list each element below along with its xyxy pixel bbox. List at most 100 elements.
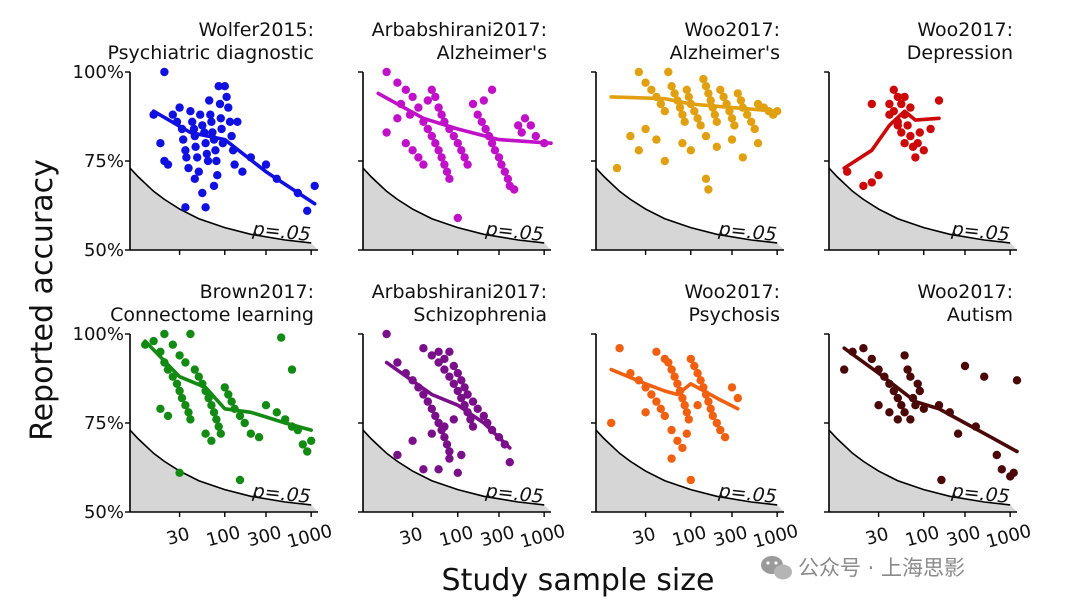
data-point (184, 408, 193, 417)
data-point (641, 408, 650, 417)
panel-title-line1: Arbabshirani2017: (372, 19, 547, 41)
data-point (753, 139, 763, 148)
data-point (216, 114, 225, 123)
data-point (719, 92, 728, 102)
data-point (684, 92, 693, 102)
data-point (693, 114, 702, 123)
data-point (612, 163, 622, 173)
y-tick-label: 100% (73, 324, 124, 345)
data-point (434, 465, 443, 474)
data-point (453, 468, 462, 477)
y-tick-label: 50% (84, 502, 124, 523)
data-point (215, 99, 225, 109)
data-point (626, 131, 635, 141)
data-point (678, 393, 687, 403)
data-point (716, 85, 725, 95)
data-point (733, 89, 742, 98)
data-point (214, 82, 223, 91)
data-point (445, 174, 454, 183)
data-point (487, 139, 497, 148)
data-point (919, 404, 928, 413)
data-point (177, 393, 187, 403)
data-point (919, 146, 928, 155)
data-point (205, 96, 214, 105)
data-point (230, 160, 239, 169)
x-tick-label: 100 (204, 522, 243, 551)
data-point (442, 167, 452, 176)
data-point (408, 436, 417, 445)
trend-line (143, 339, 313, 432)
data-point (163, 160, 173, 169)
data-point (706, 404, 715, 413)
data-point (207, 117, 216, 127)
data-point (667, 82, 676, 91)
data-point (227, 397, 236, 406)
data-point (401, 139, 410, 148)
data-point (427, 131, 436, 141)
data-point (926, 124, 935, 134)
data-point (196, 110, 205, 119)
data-point (656, 99, 665, 109)
data-point (656, 404, 665, 413)
data-point (712, 142, 721, 151)
data-point (303, 447, 312, 456)
data-point (514, 121, 523, 130)
data-point (911, 153, 920, 162)
data-point (893, 121, 902, 130)
data-point (867, 178, 876, 187)
data-point (224, 390, 233, 399)
data-point (693, 401, 702, 410)
data-point (900, 408, 909, 417)
data-point (445, 454, 454, 463)
data-point (457, 146, 466, 155)
data-point (503, 174, 513, 183)
data-point (233, 117, 242, 127)
data-point (168, 110, 177, 119)
data-point (889, 386, 898, 396)
data-point (874, 171, 883, 180)
data-point (440, 354, 449, 364)
y-axis-label: Reported accuracy (25, 159, 60, 441)
data-point (690, 361, 699, 371)
panel-6: 30 100 300 1000p=.05Arbabshirani2017:Schizo… (358, 281, 568, 553)
data-point (874, 401, 883, 410)
data-point (168, 372, 177, 381)
data-point (1009, 468, 1018, 477)
data-point (201, 139, 210, 148)
data-point (641, 78, 650, 87)
data-point (186, 415, 195, 424)
data-point (494, 153, 504, 162)
data-point (217, 124, 226, 134)
data-point (419, 390, 428, 399)
data-point (720, 433, 730, 442)
data-point (686, 146, 695, 155)
trend-line (842, 346, 1019, 454)
data-point (743, 110, 752, 119)
data-point (182, 153, 191, 162)
data-point (712, 418, 721, 428)
data-point (678, 110, 687, 119)
panel-title-line2: Psychiatric diagnostic (108, 42, 315, 64)
watermark-text: 公众号 · 上海思影 (798, 556, 965, 580)
data-point (481, 124, 490, 134)
data-point (423, 124, 432, 134)
data-point (953, 429, 963, 438)
data-point (156, 139, 165, 148)
data-point (730, 121, 739, 130)
data-point (915, 128, 924, 137)
data-point (393, 450, 402, 460)
data-point (885, 110, 894, 119)
data-point (453, 213, 462, 223)
data-point (487, 85, 497, 95)
data-point (423, 397, 432, 406)
significance-region (596, 430, 784, 512)
data-point (212, 156, 221, 166)
data-point (287, 365, 297, 374)
data-point (201, 429, 210, 438)
panel-title-line2: Alzheimer's (670, 42, 780, 64)
data-point (859, 181, 868, 191)
data-point (445, 447, 454, 456)
